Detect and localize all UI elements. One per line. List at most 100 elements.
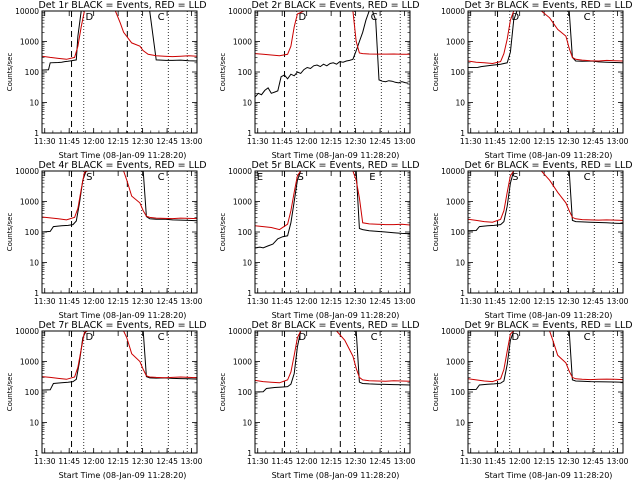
y-tick-label: 10 — [455, 259, 465, 268]
y-tick-label: 10 — [242, 259, 252, 268]
x-tick-label: 12:00 — [83, 137, 105, 146]
y-tick-label: 100 — [25, 68, 40, 77]
y-tick-label: 1 — [247, 289, 252, 298]
plot-frame — [467, 330, 624, 454]
x-tick-label: 12:45 — [369, 137, 391, 146]
panel-title: Det 8r BLACK = Events, RED = LLD — [251, 320, 419, 331]
x-tick-label: 12:45 — [582, 457, 604, 466]
lld-series-line — [468, 331, 623, 383]
x-tick-label: 11:45 — [484, 137, 506, 146]
y-tick-label: 1 — [460, 129, 465, 138]
x-tick-label: 12:45 — [582, 297, 604, 306]
y-tick-label: 100 — [238, 228, 253, 237]
x-axis-label: Start Time (08-Jan-09 11:28:20) — [485, 311, 613, 320]
y-tick-label: 10 — [455, 419, 465, 428]
x-axis-label: Start Time (08-Jan-09 11:28:20) — [272, 311, 400, 320]
x-tick-label: 11:30 — [34, 297, 56, 306]
flag-label: C — [158, 12, 165, 23]
y-tick-label: 10 — [29, 259, 39, 268]
x-tick-label: 12:30 — [345, 457, 367, 466]
x-tick-label: 12:15 — [533, 457, 555, 466]
events-series-line — [42, 331, 197, 391]
y-tick-label: 1000 — [20, 38, 39, 47]
x-tick-label: 13:00 — [394, 137, 416, 146]
plot-frame — [467, 170, 624, 294]
y-tick-label: 10 — [242, 419, 252, 428]
y-tick-label: 1 — [247, 129, 252, 138]
flag-label: E — [369, 172, 375, 183]
y-tick-label: 100 — [238, 68, 253, 77]
x-axis-label: Start Time (08-Jan-09 11:28:20) — [59, 471, 187, 480]
lld-series-line — [255, 331, 410, 384]
x-tick-label: 12:30 — [558, 457, 580, 466]
panel-title: Det 2r BLACK = Events, RED = LLD — [251, 0, 419, 11]
x-tick-label: 13:00 — [181, 297, 203, 306]
x-tick-label: 13:00 — [607, 297, 629, 306]
x-axis-label: Start Time (08-Jan-09 11:28:20) — [485, 151, 613, 160]
flag-label: D — [298, 332, 306, 343]
detector-panel-5: Det 5r BLACK = Events, RED = LLD Counts/s… — [219, 160, 420, 320]
x-tick-label: 12:00 — [83, 457, 105, 466]
panel-title: Det 1r BLACK = Events, RED = LLD — [38, 0, 206, 11]
y-tick-label: 10000 — [15, 7, 39, 16]
x-tick-label: 12:45 — [369, 457, 391, 466]
x-tick-label: 11:30 — [34, 137, 56, 146]
flag-label: C — [584, 332, 591, 343]
y-tick-label: 10000 — [228, 167, 252, 176]
y-tick-label: 100 — [25, 388, 40, 397]
plot-frame — [254, 170, 411, 294]
x-tick-label: 13:00 — [181, 457, 203, 466]
y-tick-label: 10000 — [228, 327, 252, 336]
x-tick-label: 12:30 — [558, 137, 580, 146]
x-tick-label: 12:00 — [296, 137, 318, 146]
y-tick-label: 10000 — [441, 7, 465, 16]
x-tick-label: 12:30 — [558, 297, 580, 306]
y-tick-label: 10000 — [15, 167, 39, 176]
flag-label: S — [86, 172, 92, 183]
plot-frame — [41, 170, 198, 294]
detector-panel-9: Det 9r BLACK = Events, RED = LLD Counts/s… — [432, 320, 633, 480]
y-tick-label: 1000 — [446, 38, 465, 47]
events-series-line — [468, 171, 623, 232]
flag-label: D — [511, 332, 519, 343]
x-tick-label: 12:15 — [107, 457, 129, 466]
x-tick-label: 12:30 — [132, 137, 154, 146]
x-tick-label: 12:00 — [83, 297, 105, 306]
y-tick-label: 1000 — [233, 198, 252, 207]
x-tick-label: 12:30 — [345, 137, 367, 146]
x-tick-label: 12:45 — [156, 457, 178, 466]
lld-series-line — [42, 331, 197, 380]
y-tick-label: 1 — [460, 289, 465, 298]
x-tick-label: 11:45 — [58, 297, 80, 306]
events-series-line — [255, 331, 410, 393]
lld-series-line — [42, 11, 197, 60]
panel-title: Det 9r BLACK = Events, RED = LLD — [464, 320, 632, 331]
y-axis-label: Counts/sec — [6, 53, 14, 92]
x-tick-label: 12:15 — [320, 457, 342, 466]
x-tick-label: 11:30 — [460, 297, 482, 306]
events-series-line — [42, 11, 197, 71]
y-axis-label: Counts/sec — [219, 373, 227, 412]
x-tick-label: 12:15 — [320, 297, 342, 306]
y-tick-label: 100 — [238, 388, 253, 397]
lld-series-line — [255, 11, 410, 57]
y-tick-label: 10000 — [15, 327, 39, 336]
y-tick-label: 1000 — [20, 198, 39, 207]
y-tick-label: 1 — [34, 449, 39, 458]
detector-panel-6: Det 6r BLACK = Events, RED = LLD Counts/s… — [432, 160, 633, 320]
x-tick-label: 13:00 — [394, 297, 416, 306]
lld-series-line — [255, 171, 410, 231]
flag-label: D — [298, 12, 306, 23]
y-axis-label: Counts/sec — [6, 373, 14, 412]
plot-frame — [41, 10, 198, 134]
x-tick-label: 12:00 — [509, 297, 531, 306]
x-tick-label: 11:45 — [271, 297, 293, 306]
flag-label: D — [85, 332, 93, 343]
events-series-line — [42, 171, 197, 233]
detector-panel-2: Det 2r BLACK = Events, RED = LLD Counts/s… — [219, 0, 420, 160]
y-axis-label: Counts/sec — [6, 213, 14, 252]
x-tick-label: 11:30 — [247, 137, 269, 146]
lld-series-line — [42, 171, 197, 221]
x-axis-label: Start Time (08-Jan-09 11:28:20) — [59, 151, 187, 160]
